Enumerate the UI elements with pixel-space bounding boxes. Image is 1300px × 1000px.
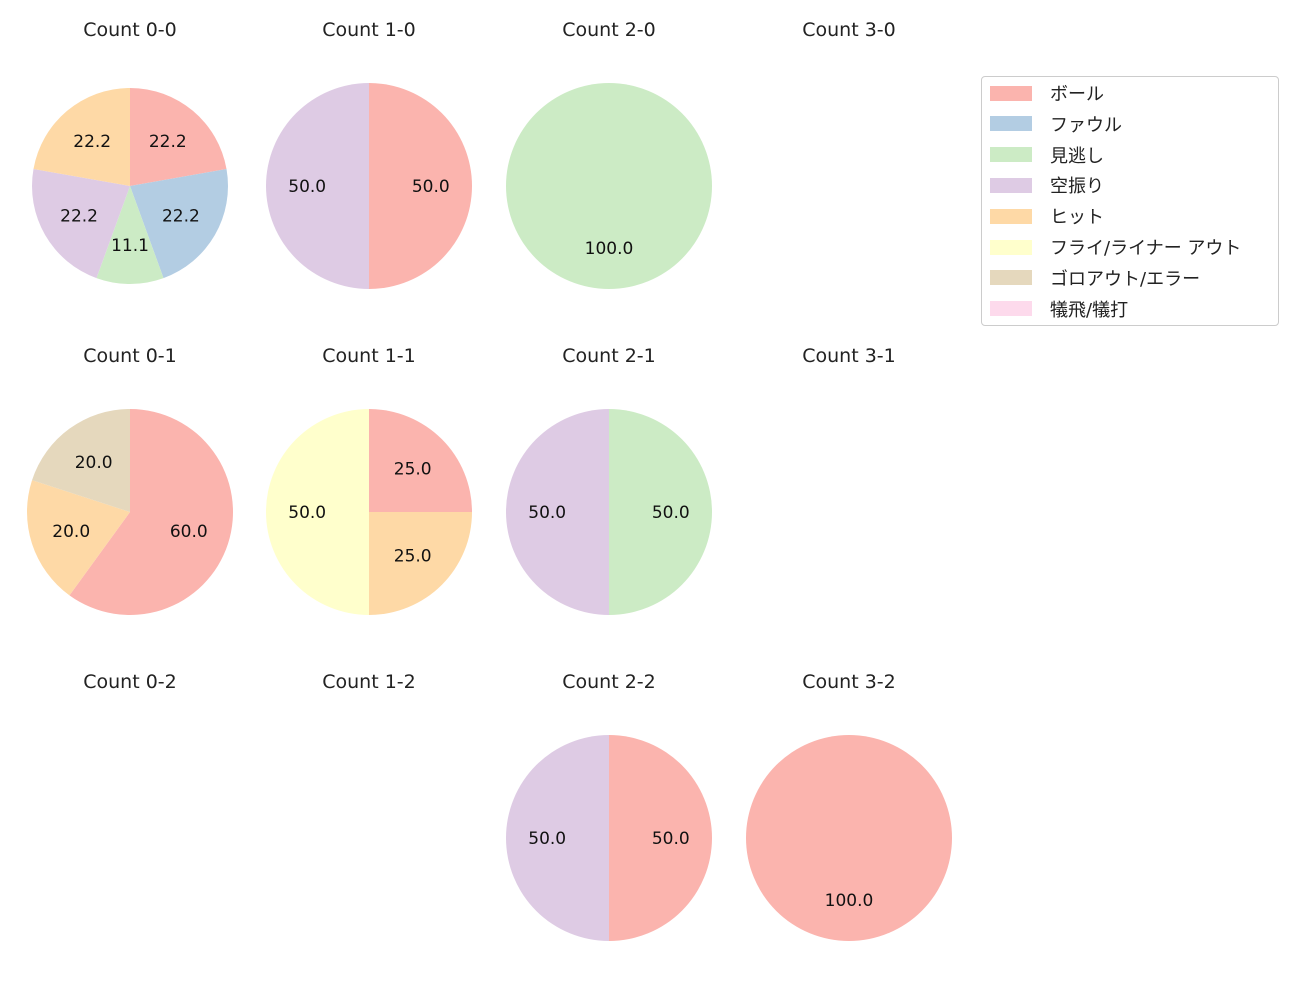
pie-slice [609,409,712,615]
legend-label: 見逃し [1050,145,1104,167]
pie-slice [69,409,234,616]
legend-item: ヒット [990,206,1104,229]
legend-swatch [990,301,1032,317]
pie-chart: Count 2-0 100.0 [506,19,712,289]
pie-title: Count 1-2 [322,671,416,693]
pie-slice [33,88,130,186]
pie-slice [130,88,227,186]
pie-slice [369,83,472,289]
pie-title: Count 1-0 [322,19,416,41]
slice-value-label: 50.0 [652,829,690,849]
legend-item: ファウル [990,114,1122,136]
legend-swatch [990,270,1032,286]
legend-swatch [990,239,1032,255]
slice-value-label: 22.2 [162,206,200,226]
pie-slice [506,735,609,941]
legend-item: ボール [990,83,1104,105]
legend-label: 犠飛/犠打 [1050,299,1129,321]
pie-chart: Count 0-0 22.2 22.2 11.1 22.2 22.2 [31,19,228,284]
legend-label: ヒット [1050,207,1104,229]
slice-value-label: 25.0 [394,459,432,479]
legend-item: 空振り [990,175,1104,198]
pie-chart: Count 3-1 [802,345,896,367]
pie-chart: Count 1-2 [322,671,416,693]
legend-swatch [990,85,1032,101]
pie-chart: Count 1-0 50.0 50.0 [266,19,472,289]
pie-chart: Count 0-1 60.0 20.0 20.0 [27,345,234,616]
pie-chart: Count 2-1 50.0 50.0 [506,345,712,615]
chart-legend: ボールファウル見逃し空振りヒットフライ/ライナー アウト ゴロアウト/エラー 犠飛/… [981,76,1279,326]
legend-label: ファウル [1050,114,1122,136]
legend-swatch [990,177,1032,193]
slice-value-label: 50.0 [288,177,326,197]
legend-item: 見逃し [990,145,1104,167]
slice-value-label: 22.2 [73,132,111,152]
pie-slice [27,480,130,596]
legend-swatch [990,208,1032,224]
pie-slice [609,735,712,941]
legend-label: フライ/ライナー アウト [1050,238,1242,259]
slice-value-label: 50.0 [288,503,326,523]
pie-title: Count 0-1 [83,345,177,367]
slice-value-label: 11.1 [111,236,149,256]
slice-value-label: 60.0 [170,522,208,542]
pie-slice [369,512,472,615]
legend-label: ゴロアウト/エラー [1050,268,1201,290]
legend-item: フライ/ライナー アウト [990,237,1242,259]
pie-title: Count 0-0 [83,19,177,41]
slice-value-label: 100.0 [585,239,634,259]
pie-chart: Count 1-1 25.0 25.0 50.0 [266,345,472,615]
pie-slice [130,168,228,279]
slice-value-label: 22.2 [149,132,187,152]
pie-title: Count 3-0 [802,19,896,41]
pie-chart: Count 3-2 100.0 [746,671,952,941]
pie-chart: Count 3-0 [802,19,896,41]
pie-title: Count 2-1 [562,345,656,367]
slice-value-label: 50.0 [652,503,690,523]
pie-slice [369,409,472,512]
pie-slice [32,409,130,512]
pie-title: Count 2-2 [562,671,656,693]
slice-value-label: 50.0 [412,177,450,197]
pie-slice [506,409,609,615]
pie-title: Count 3-1 [802,345,896,367]
legend-swatch [990,116,1032,132]
pie-title: Count 0-2 [83,671,177,693]
slice-value-label: 25.0 [394,547,432,567]
slice-value-label: 50.0 [528,503,566,523]
legend-swatch [990,147,1032,163]
pie-slice [96,186,164,284]
pie-title: Count 2-0 [562,19,656,41]
legend-item: ゴロアウト/エラー [990,268,1201,290]
pie-slice [506,83,712,289]
pie-chart: Count 0-2 [83,671,177,693]
pie-title: Count 1-1 [322,345,416,367]
pie-slice [31,168,131,279]
slice-value-label: 50.0 [528,829,566,849]
slice-value-label: 100.0 [825,891,874,911]
legend-item: 犠飛/犠打 [990,299,1129,321]
pie-slice [266,83,369,289]
pie-chart: Count 2-2 50.0 50.0 [506,671,712,941]
pie-slice [746,735,952,941]
pie-slice [266,409,369,615]
slice-value-label: 20.0 [75,453,113,473]
legend-label: 空振り [1050,176,1104,198]
legend-label: ボール [1050,84,1104,105]
slice-value-label: 22.2 [60,206,98,226]
pie-title: Count 3-2 [802,671,896,693]
slice-value-label: 20.0 [52,522,90,542]
